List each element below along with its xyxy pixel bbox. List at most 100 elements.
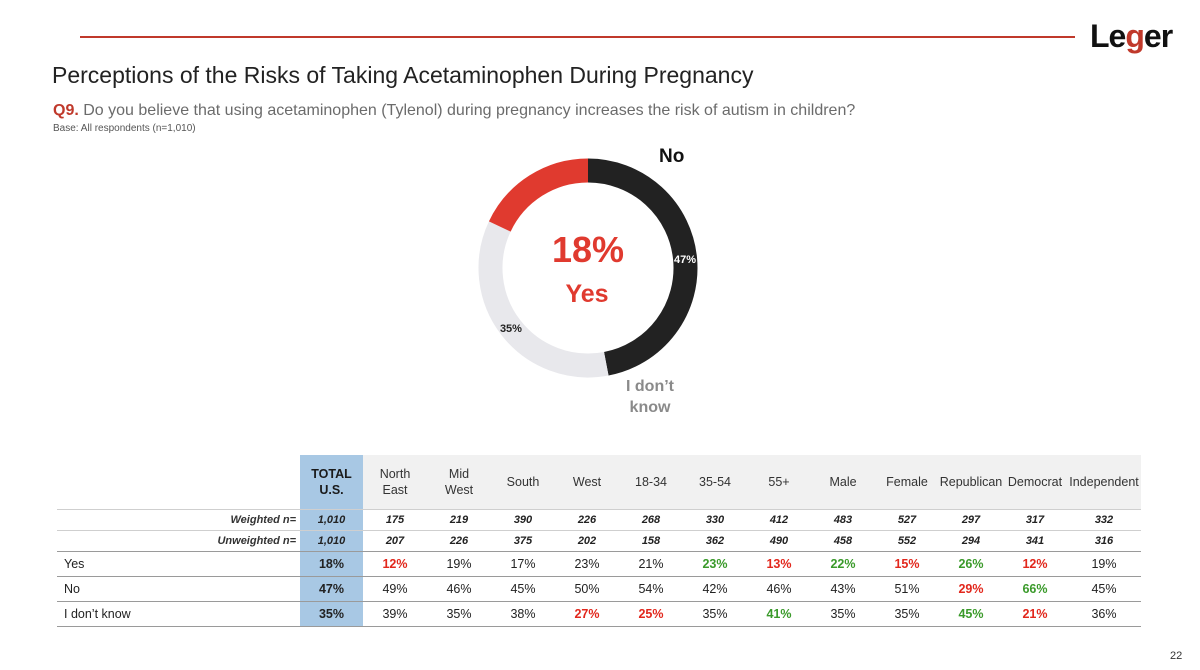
table-cell: 39% [363, 601, 427, 627]
table-cell: 375 [491, 530, 555, 552]
table-cell: 42% [683, 576, 747, 602]
row-label: I don’t know [57, 601, 300, 627]
table-cell: 202 [555, 530, 619, 552]
table-cell: 268 [619, 509, 683, 531]
table-cell: 17% [491, 551, 555, 577]
table-cell: 43% [811, 576, 875, 602]
table-row: I don’t know 35% 39% 35% 38% 27% 25% 35% 41% 35% 3… [57, 601, 1141, 627]
table-row: Yes 18% 12% 19% 17% 23% 21% 23% 13% 22% 15% 26% 12% 1… [57, 551, 1141, 577]
table-cell: 316 [1067, 530, 1141, 552]
table-cell: 483 [811, 509, 875, 531]
table-cell: 341 [1003, 530, 1067, 552]
table-cell: 38% [491, 601, 555, 627]
column-header: Mid West [427, 455, 491, 510]
table-cell: 29% [939, 576, 1003, 602]
question-number: Q9. [53, 102, 79, 119]
table-cell: 12% [363, 551, 427, 577]
column-header: Democrat [1003, 455, 1067, 510]
question-text: Q9. Do you believe that using acetaminop… [53, 102, 855, 120]
column-header: Republican [939, 455, 1003, 510]
crosstab-table: TOTAL U.S. North East Mid West South West 18-34 3… [57, 455, 1141, 627]
table-row: No 47% 49% 46% 45% 50% 54% 42% 46% 43% 51% 29% 66% 45… [57, 576, 1141, 602]
table-cell: 158 [619, 530, 683, 552]
column-header: 35-54 [683, 455, 747, 510]
column-header: Male [811, 455, 875, 510]
table-cell: 46% [427, 576, 491, 602]
table-cell: 390 [491, 509, 555, 531]
slice-idk-label: 35% [500, 323, 522, 335]
table-cell: 35% [300, 601, 363, 627]
table-cell: 35% [683, 601, 747, 627]
page-number: 22 [1170, 650, 1183, 662]
table-cell: 45% [939, 601, 1003, 627]
table-cell: 226 [427, 530, 491, 552]
table-cell: 19% [427, 551, 491, 577]
table-cell: 552 [875, 530, 939, 552]
table-cell: 51% [875, 576, 939, 602]
table-cell: 66% [1003, 576, 1067, 602]
column-header: North East [363, 455, 427, 510]
table-cell: 19% [1067, 551, 1141, 577]
table-cell: 23% [683, 551, 747, 577]
table-cell: 54% [619, 576, 683, 602]
center-value: 18% [552, 229, 624, 270]
table-cell: 36% [1067, 601, 1141, 627]
table-cell: 297 [939, 509, 1003, 531]
header-blank [57, 455, 300, 510]
column-header: 18-34 [619, 455, 683, 510]
column-header: Independent [1067, 455, 1141, 510]
table-cell: 207 [363, 530, 427, 552]
column-header: South [491, 455, 555, 510]
table-cell: 332 [1067, 509, 1141, 531]
table-cell: 18% [300, 551, 363, 577]
table-cell: 25% [619, 601, 683, 627]
slice-no [587, 158, 698, 376]
table-cell: 490 [747, 530, 811, 552]
table-cell: 23% [555, 551, 619, 577]
column-header: West [555, 455, 619, 510]
table-cell: 13% [747, 551, 811, 577]
table-cell: 26% [939, 551, 1003, 577]
table-cell: 21% [619, 551, 683, 577]
table-cell: 46% [747, 576, 811, 602]
column-header: 55+ [747, 455, 811, 510]
row-label: Yes [57, 551, 300, 577]
page-title: Perceptions of the Risks of Taking Aceta… [52, 62, 754, 88]
table-cell: 330 [683, 509, 747, 531]
table-cell: 45% [1067, 576, 1141, 602]
slice-yes [488, 158, 589, 232]
column-header: Female [875, 455, 939, 510]
table-cell: 15% [875, 551, 939, 577]
slice-no-label: 47% [674, 254, 696, 266]
table-cell: 219 [427, 509, 491, 531]
legend-no: No [659, 146, 685, 167]
question-body: Do you believe that using acetaminophen … [83, 102, 856, 119]
slice-idk [478, 221, 609, 378]
top-rule [80, 36, 1075, 38]
row-label: Unweighted n= [57, 530, 300, 552]
table-cell: 226 [555, 509, 619, 531]
table-cell: 50% [555, 576, 619, 602]
base-note: Base: All respondents (n=1,010) [53, 123, 196, 134]
table-cell: 35% [811, 601, 875, 627]
table-cell: 22% [811, 551, 875, 577]
table-cell: 175 [363, 509, 427, 531]
table-cell: 1,010 [300, 509, 363, 531]
table-cell: 45% [491, 576, 555, 602]
table-cell: 47% [300, 576, 363, 602]
center-label: Yes [565, 280, 608, 308]
row-label: No [57, 576, 300, 602]
table-cell: 458 [811, 530, 875, 552]
table-cell: 362 [683, 530, 747, 552]
table-cell: 294 [939, 530, 1003, 552]
table-cell: 49% [363, 576, 427, 602]
table-cell: 412 [747, 509, 811, 531]
table-cell: 317 [1003, 509, 1067, 531]
row-label: Weighted n= [57, 509, 300, 531]
table-cell: 41% [747, 601, 811, 627]
table-cell: 35% [427, 601, 491, 627]
legend-idk: I don’t know [626, 378, 674, 416]
leger-logo: Leger [1090, 18, 1173, 54]
table-cell: 27% [555, 601, 619, 627]
donut-chart: 47% 35% 18% Yes [478, 158, 698, 378]
